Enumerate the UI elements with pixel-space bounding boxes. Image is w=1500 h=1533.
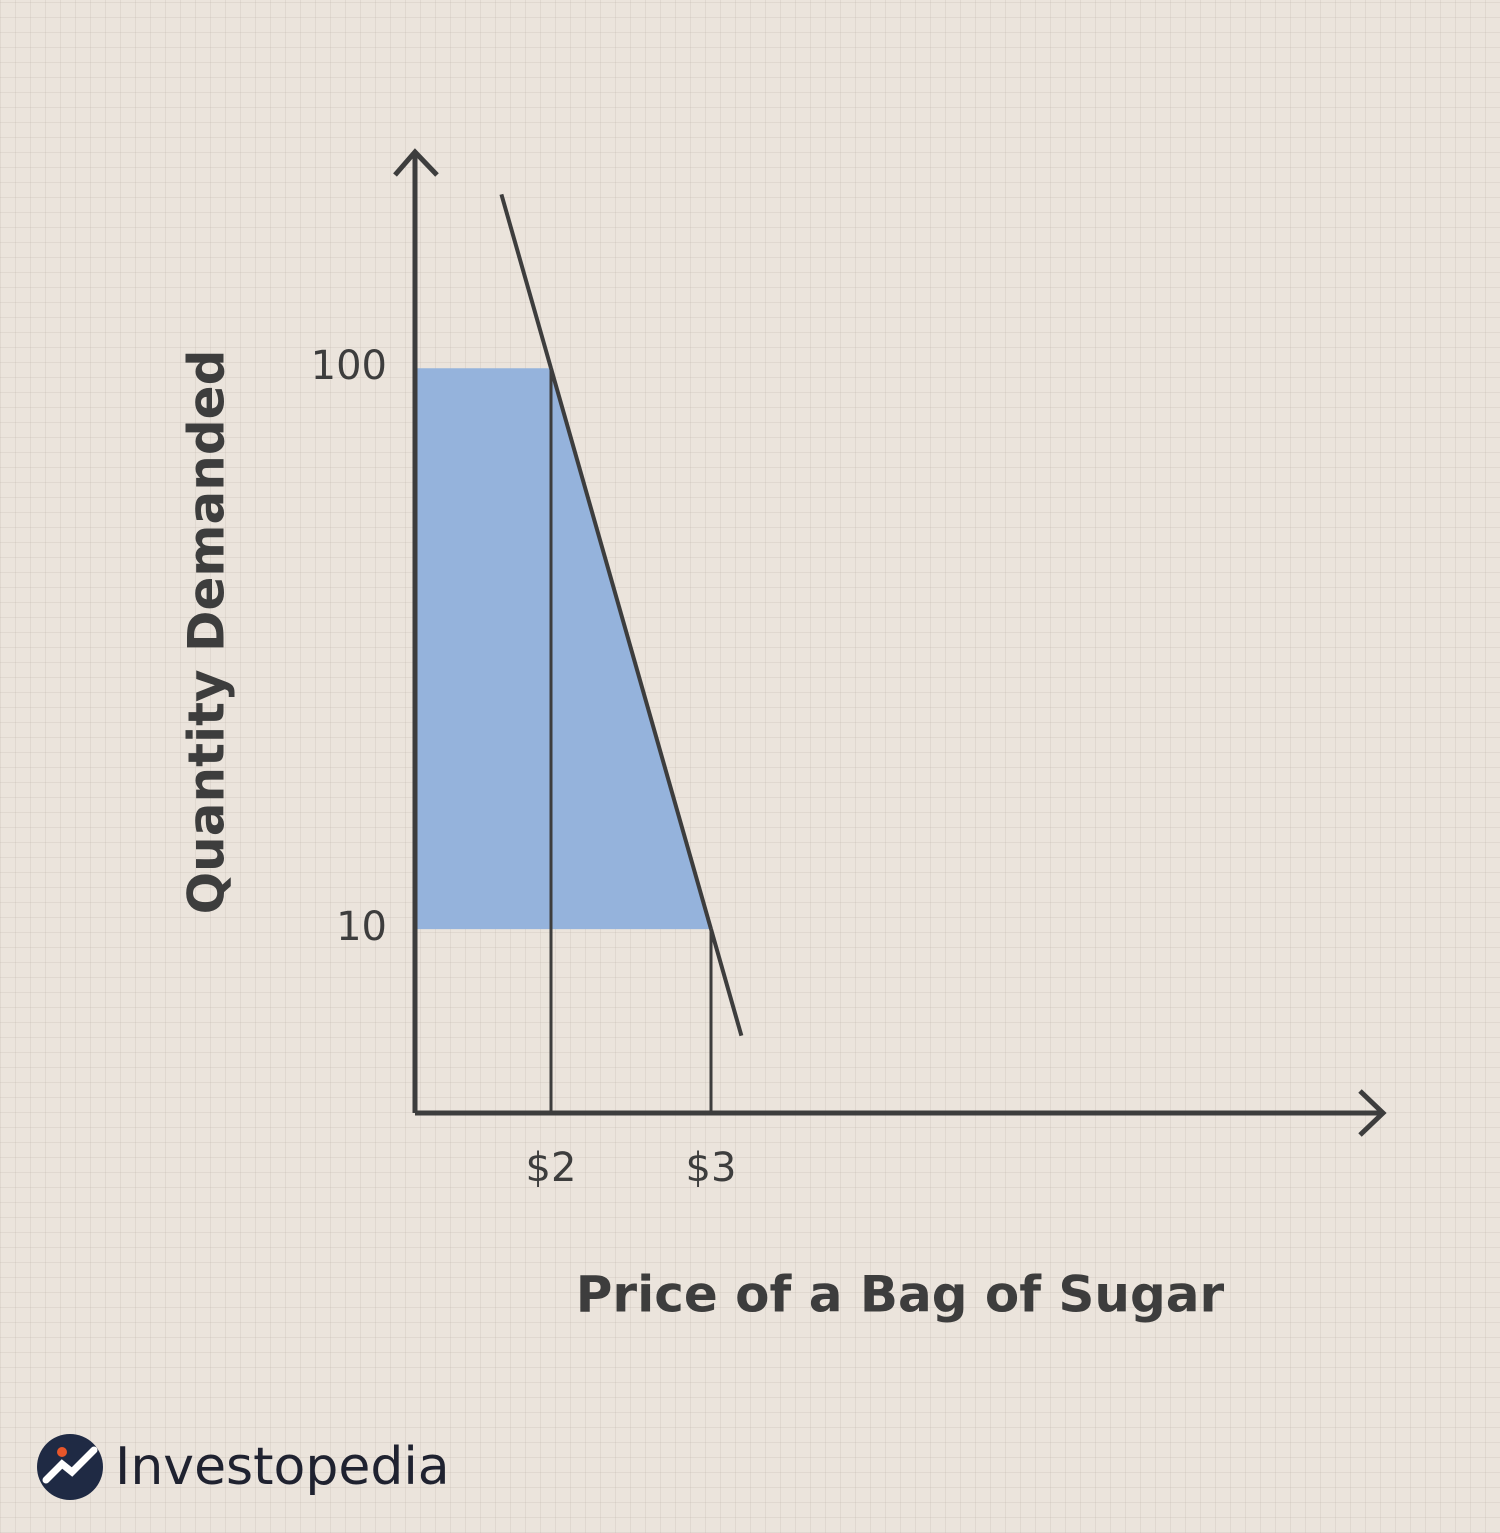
x-axis-title: Price of a Bag of Sugar xyxy=(576,1266,1225,1324)
y-tick-label: 100 xyxy=(311,343,387,389)
logo: Investopedia xyxy=(37,1434,450,1500)
plot xyxy=(415,193,744,1113)
logo-dot xyxy=(57,1447,67,1457)
y-axis-arrow xyxy=(393,148,439,177)
curve-extension xyxy=(709,928,744,1037)
logo-text: Investopedia xyxy=(115,1437,450,1497)
x-tick-label: $2 xyxy=(526,1145,577,1191)
x-axis-arrow xyxy=(1358,1089,1387,1137)
y-tick-label: 10 xyxy=(336,904,387,950)
y-axis-title: Quantity Demanded xyxy=(178,350,236,915)
logo-swoosh xyxy=(42,1446,98,1484)
curve-extension xyxy=(499,193,553,369)
shaded-area xyxy=(415,368,711,930)
x-tick-label: $3 xyxy=(686,1145,737,1191)
demand-curve xyxy=(549,367,713,930)
